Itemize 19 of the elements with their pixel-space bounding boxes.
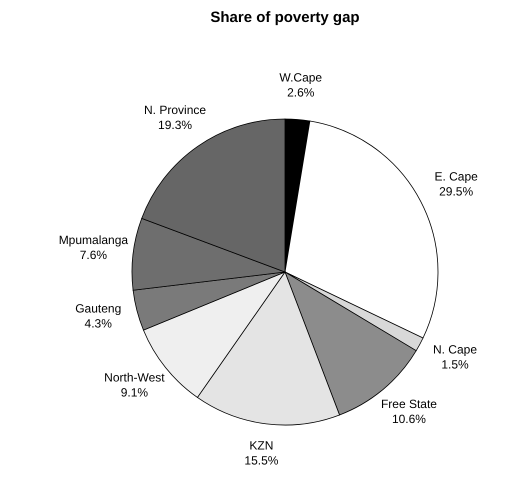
slice-label: Free State <box>380 396 438 411</box>
data-label: 29.5% <box>439 184 474 198</box>
slice-label: N. Cape <box>432 342 478 357</box>
slice-label: North-West <box>104 370 166 385</box>
data-label: 4.3% <box>84 316 112 331</box>
data-label: 1.5% <box>441 358 469 372</box>
slice-label: N. Province <box>144 102 206 117</box>
data-label: 15.5% <box>244 454 279 468</box>
slice-label: KZN <box>249 438 274 453</box>
slice-label: E. Cape <box>434 169 478 184</box>
data-label: 9.1% <box>120 386 148 400</box>
data-label: 10.6% <box>392 412 426 426</box>
slice-label: Mpumalanga <box>58 232 128 247</box>
data-label: 7.6% <box>80 248 108 262</box>
slice-label: Gauteng <box>75 302 122 316</box>
slice-label: W.Cape <box>279 70 322 85</box>
data-label: 19.3% <box>158 118 192 132</box>
data-label: 2.6% <box>287 86 315 100</box>
chart-title: Share of poverty gap <box>210 9 360 26</box>
